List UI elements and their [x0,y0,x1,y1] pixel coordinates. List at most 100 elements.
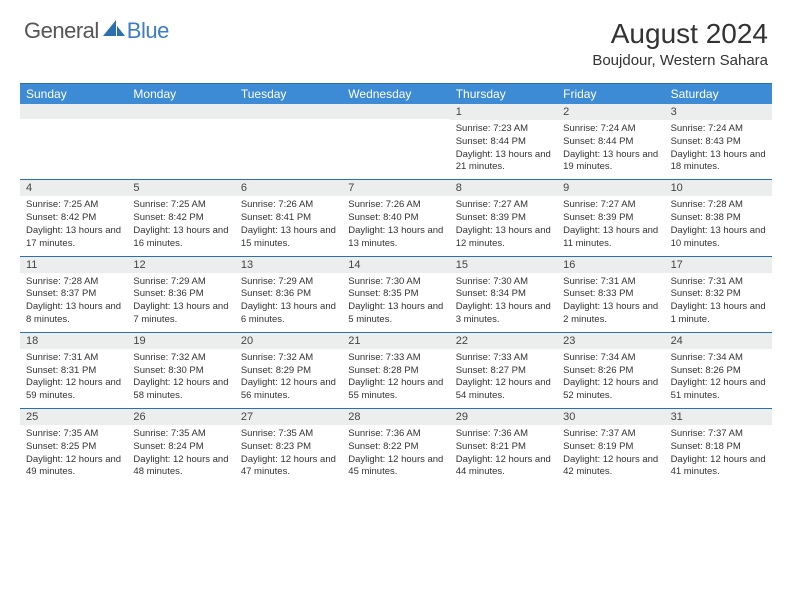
calendar: Sunday Monday Tuesday Wednesday Thursday… [20,83,772,484]
day-number: 16 [557,257,664,273]
sunset-text: Sunset: 8:44 PM [563,136,658,149]
daylight-text: Daylight: 12 hours and 55 minutes. [348,377,443,403]
day-body: Sunrise: 7:33 AMSunset: 8:28 PMDaylight:… [342,349,449,408]
sunrise-text: Sunrise: 7:36 AM [456,428,551,441]
daylight-text: Daylight: 13 hours and 5 minutes. [348,301,443,327]
day-number [127,104,234,119]
sunset-text: Sunset: 8:33 PM [563,288,658,301]
daylight-text: Daylight: 13 hours and 6 minutes. [241,301,336,327]
day-header-row: Sunday Monday Tuesday Wednesday Thursday… [20,84,772,104]
sunrise-text: Sunrise: 7:32 AM [133,352,228,365]
day-header-wednesday: Wednesday [342,84,449,104]
sunrise-text: Sunrise: 7:27 AM [456,199,551,212]
week-row: 25Sunrise: 7:35 AMSunset: 8:25 PMDayligh… [20,408,772,484]
logo-sail-icon [103,20,125,36]
sunrise-text: Sunrise: 7:36 AM [348,428,443,441]
daylight-text: Daylight: 13 hours and 8 minutes. [26,301,121,327]
sunset-text: Sunset: 8:27 PM [456,365,551,378]
day-cell: 1Sunrise: 7:23 AMSunset: 8:44 PMDaylight… [450,104,557,179]
sunrise-text: Sunrise: 7:31 AM [671,276,766,289]
daylight-text: Daylight: 13 hours and 7 minutes. [133,301,228,327]
day-number: 1 [450,104,557,120]
day-cell: 17Sunrise: 7:31 AMSunset: 8:32 PMDayligh… [665,257,772,332]
sunrise-text: Sunrise: 7:30 AM [456,276,551,289]
day-cell: 28Sunrise: 7:36 AMSunset: 8:22 PMDayligh… [342,409,449,484]
sunrise-text: Sunrise: 7:23 AM [456,123,551,136]
sunset-text: Sunset: 8:21 PM [456,441,551,454]
day-cell: 10Sunrise: 7:28 AMSunset: 8:38 PMDayligh… [665,180,772,255]
day-body: Sunrise: 7:29 AMSunset: 8:36 PMDaylight:… [127,273,234,332]
logo-text-blue: Blue [127,18,169,44]
day-body: Sunrise: 7:32 AMSunset: 8:29 PMDaylight:… [235,349,342,408]
sunset-text: Sunset: 8:18 PM [671,441,766,454]
sunrise-text: Sunrise: 7:37 AM [563,428,658,441]
sunrise-text: Sunrise: 7:26 AM [241,199,336,212]
daylight-text: Daylight: 13 hours and 16 minutes. [133,225,228,251]
day-cell: 12Sunrise: 7:29 AMSunset: 8:36 PMDayligh… [127,257,234,332]
day-cell: 3Sunrise: 7:24 AMSunset: 8:43 PMDaylight… [665,104,772,179]
sunset-text: Sunset: 8:37 PM [26,288,121,301]
week-row: 18Sunrise: 7:31 AMSunset: 8:31 PMDayligh… [20,332,772,408]
day-body: Sunrise: 7:35 AMSunset: 8:25 PMDaylight:… [20,425,127,484]
day-number: 14 [342,257,449,273]
day-cell: 22Sunrise: 7:33 AMSunset: 8:27 PMDayligh… [450,333,557,408]
sunrise-text: Sunrise: 7:31 AM [26,352,121,365]
day-body: Sunrise: 7:23 AMSunset: 8:44 PMDaylight:… [450,120,557,179]
day-body [342,119,449,177]
sunrise-text: Sunrise: 7:31 AM [563,276,658,289]
weeks-container: 1Sunrise: 7:23 AMSunset: 8:44 PMDaylight… [20,104,772,484]
day-cell: 27Sunrise: 7:35 AMSunset: 8:23 PMDayligh… [235,409,342,484]
day-cell [127,104,234,179]
sunrise-text: Sunrise: 7:24 AM [563,123,658,136]
sunrise-text: Sunrise: 7:34 AM [671,352,766,365]
day-number: 25 [20,409,127,425]
day-number: 29 [450,409,557,425]
day-number: 27 [235,409,342,425]
day-cell: 31Sunrise: 7:37 AMSunset: 8:18 PMDayligh… [665,409,772,484]
sunrise-text: Sunrise: 7:34 AM [563,352,658,365]
day-header-sunday: Sunday [20,84,127,104]
sunset-text: Sunset: 8:43 PM [671,136,766,149]
day-body: Sunrise: 7:37 AMSunset: 8:18 PMDaylight:… [665,425,772,484]
day-number: 5 [127,180,234,196]
daylight-text: Daylight: 12 hours and 58 minutes. [133,377,228,403]
daylight-text: Daylight: 13 hours and 2 minutes. [563,301,658,327]
sunrise-text: Sunrise: 7:35 AM [26,428,121,441]
sunset-text: Sunset: 8:44 PM [456,136,551,149]
day-body: Sunrise: 7:31 AMSunset: 8:31 PMDaylight:… [20,349,127,408]
day-number: 3 [665,104,772,120]
day-number: 28 [342,409,449,425]
daylight-text: Daylight: 13 hours and 18 minutes. [671,149,766,175]
day-number: 12 [127,257,234,273]
day-cell: 25Sunrise: 7:35 AMSunset: 8:25 PMDayligh… [20,409,127,484]
sunrise-text: Sunrise: 7:35 AM [133,428,228,441]
day-body: Sunrise: 7:35 AMSunset: 8:24 PMDaylight:… [127,425,234,484]
sunset-text: Sunset: 8:34 PM [456,288,551,301]
daylight-text: Daylight: 13 hours and 13 minutes. [348,225,443,251]
day-body: Sunrise: 7:33 AMSunset: 8:27 PMDaylight:… [450,349,557,408]
sunset-text: Sunset: 8:22 PM [348,441,443,454]
day-number: 30 [557,409,664,425]
sunset-text: Sunset: 8:38 PM [671,212,766,225]
week-row: 4Sunrise: 7:25 AMSunset: 8:42 PMDaylight… [20,179,772,255]
sunrise-text: Sunrise: 7:32 AM [241,352,336,365]
header: General Blue August 2024 Boujdour, Weste… [0,0,792,75]
day-cell: 18Sunrise: 7:31 AMSunset: 8:31 PMDayligh… [20,333,127,408]
day-body: Sunrise: 7:34 AMSunset: 8:26 PMDaylight:… [557,349,664,408]
day-header-monday: Monday [127,84,234,104]
location: Boujdour, Western Sahara [592,52,768,69]
day-body: Sunrise: 7:30 AMSunset: 8:34 PMDaylight:… [450,273,557,332]
day-body: Sunrise: 7:37 AMSunset: 8:19 PMDaylight:… [557,425,664,484]
day-cell: 21Sunrise: 7:33 AMSunset: 8:28 PMDayligh… [342,333,449,408]
day-cell [20,104,127,179]
day-number: 26 [127,409,234,425]
sunset-text: Sunset: 8:30 PM [133,365,228,378]
day-cell: 2Sunrise: 7:24 AMSunset: 8:44 PMDaylight… [557,104,664,179]
daylight-text: Daylight: 13 hours and 19 minutes. [563,149,658,175]
day-body [235,119,342,177]
day-cell: 14Sunrise: 7:30 AMSunset: 8:35 PMDayligh… [342,257,449,332]
sunset-text: Sunset: 8:26 PM [671,365,766,378]
sunset-text: Sunset: 8:28 PM [348,365,443,378]
sunrise-text: Sunrise: 7:28 AM [26,276,121,289]
day-cell: 5Sunrise: 7:25 AMSunset: 8:42 PMDaylight… [127,180,234,255]
